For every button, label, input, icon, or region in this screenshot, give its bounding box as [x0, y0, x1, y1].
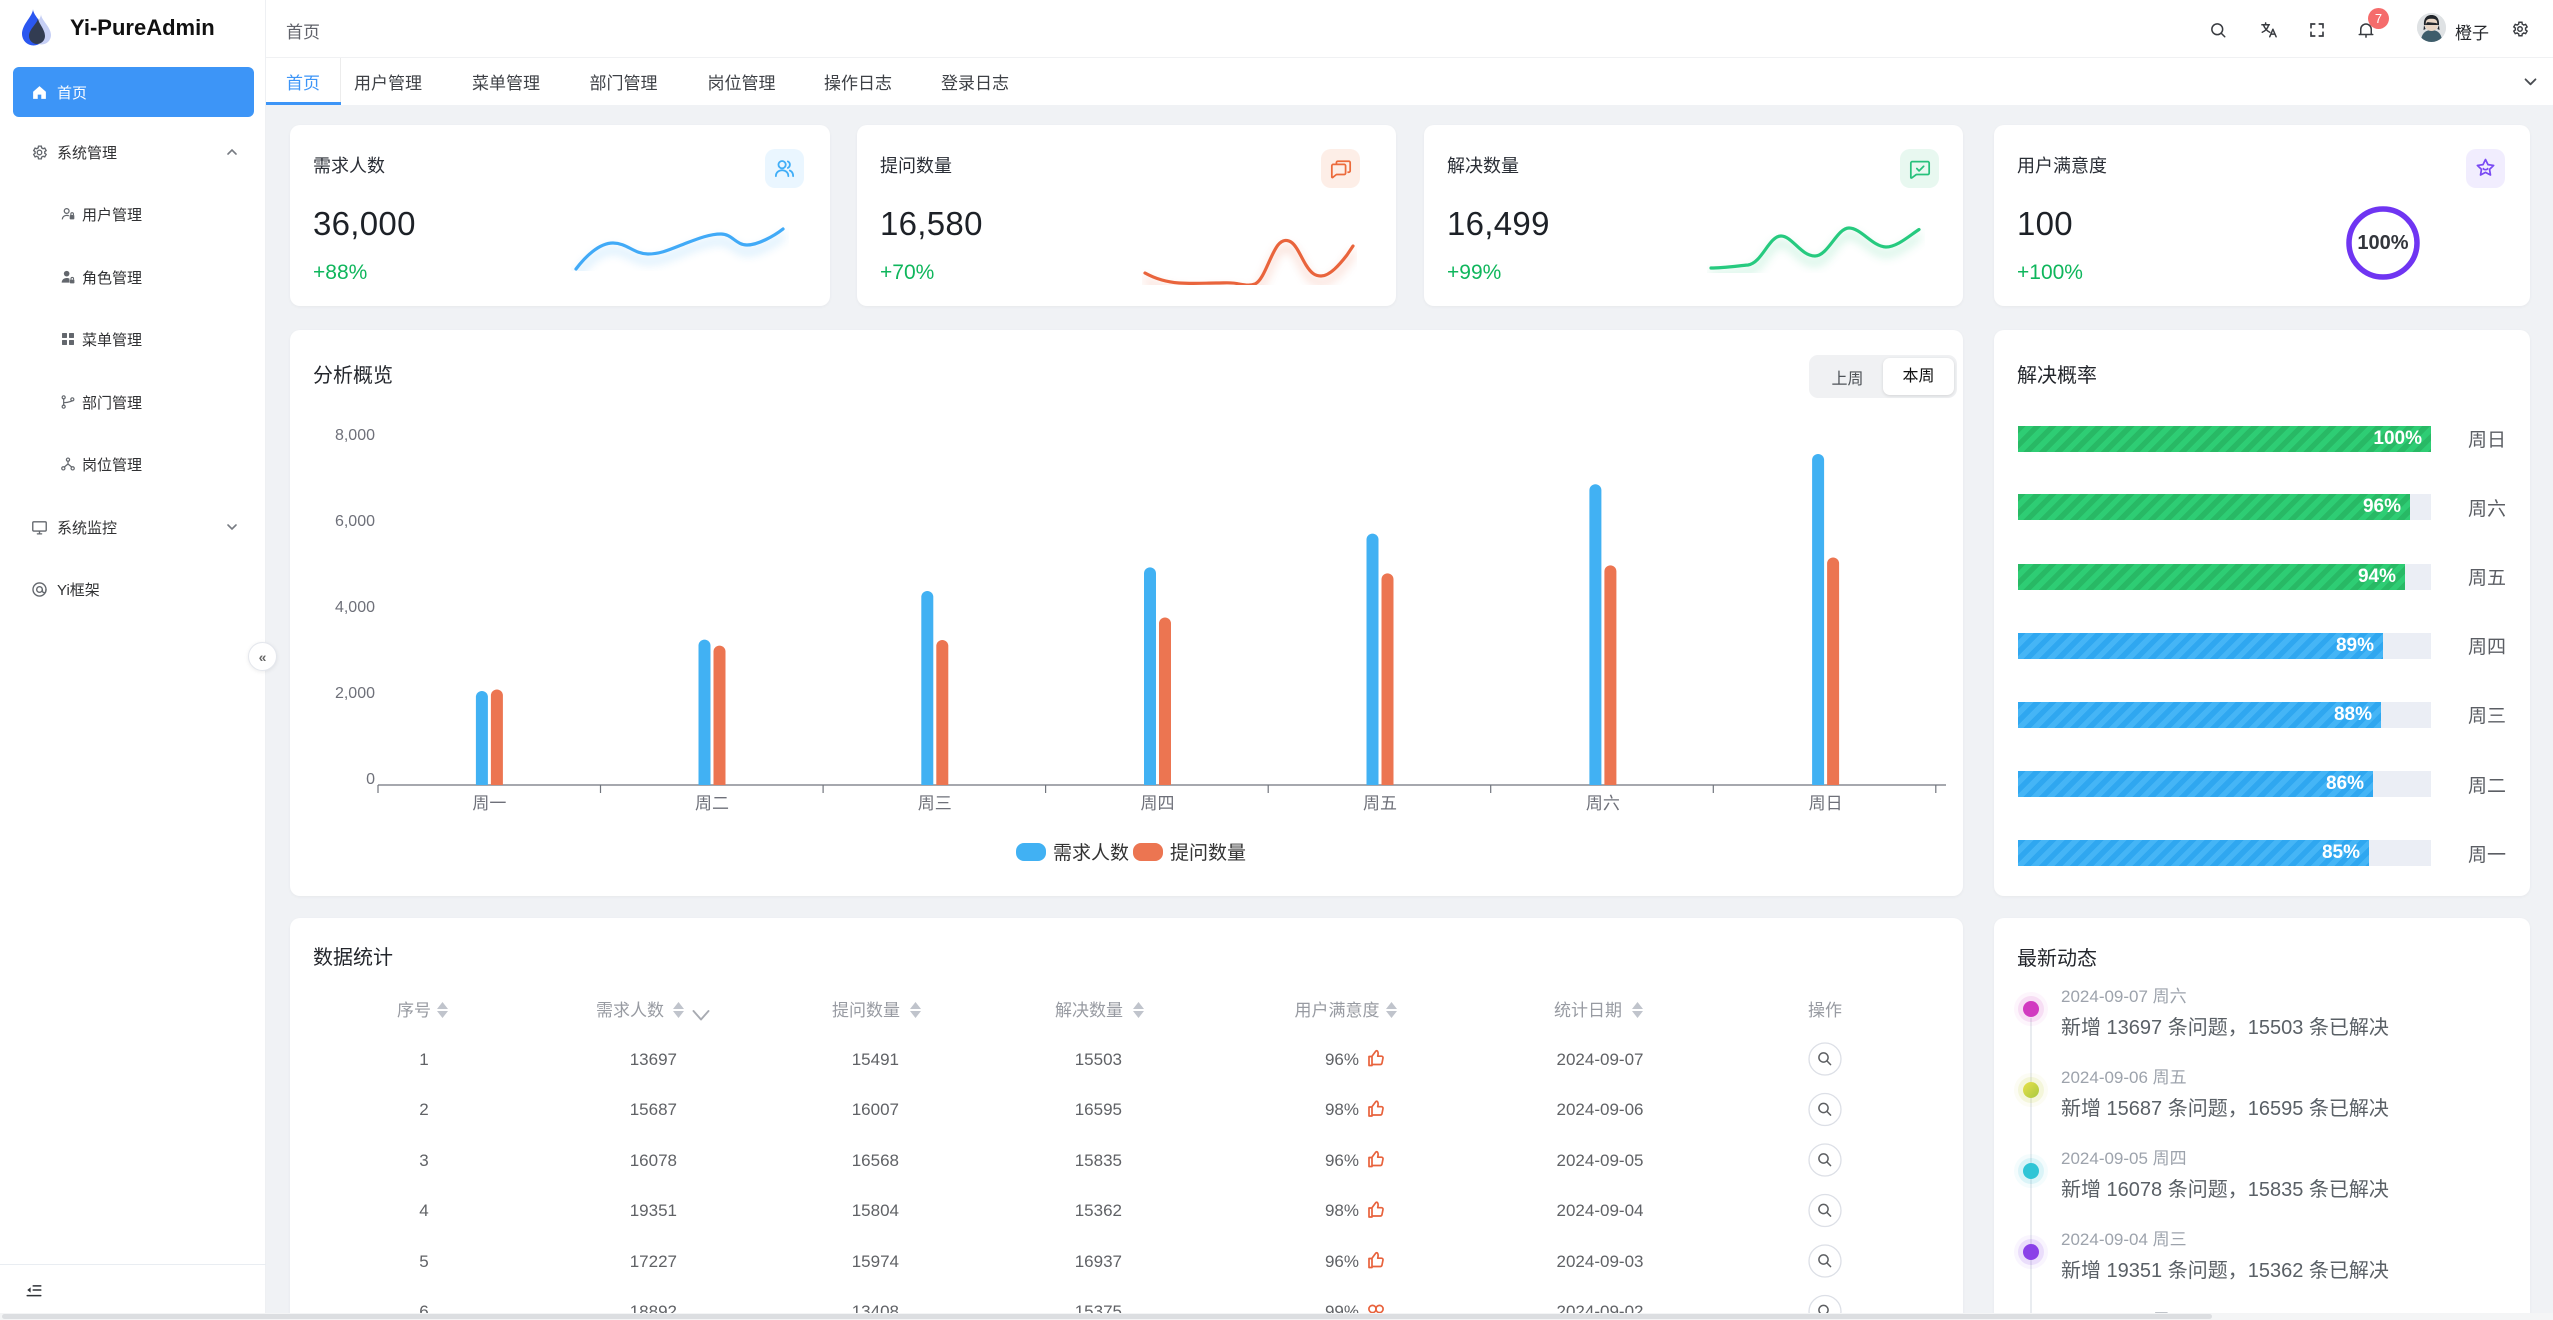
svg-text:统计日期: 统计日期	[1554, 1001, 1622, 1020]
svg-text:3: 3	[419, 1151, 428, 1170]
svg-text:序号: 序号	[397, 1001, 431, 1020]
svg-text:16568: 16568	[852, 1151, 899, 1170]
svg-text:2024-09-06: 2024-09-06	[1557, 1100, 1644, 1119]
svg-text:周六: 周六	[1586, 794, 1620, 813]
svg-text:周一: 周一	[472, 794, 506, 813]
svg-text:2: 2	[419, 1100, 428, 1119]
svg-text:16078: 16078	[630, 1151, 677, 1170]
svg-text:0: 0	[366, 771, 375, 788]
svg-text:周日: 周日	[1809, 794, 1843, 813]
svg-text:15362: 15362	[1075, 1201, 1122, 1220]
svg-text:15804: 15804	[852, 1201, 899, 1220]
svg-text:96%: 96%	[1325, 1050, 1359, 1069]
svg-text:17227: 17227	[630, 1252, 677, 1271]
svg-text:2,000: 2,000	[335, 685, 375, 702]
svg-text:15491: 15491	[852, 1050, 899, 1069]
svg-text:6,000: 6,000	[335, 513, 375, 530]
svg-text:需求人数: 需求人数	[596, 1001, 664, 1020]
svg-text:提问数量: 提问数量	[1170, 842, 1246, 864]
svg-text:2024-09-07: 2024-09-07	[1557, 1050, 1644, 1069]
svg-text:6: 6	[419, 1302, 428, 1320]
svg-text:周二: 周二	[695, 794, 729, 813]
svg-text:16937: 16937	[1075, 1252, 1122, 1271]
svg-text:98%: 98%	[1325, 1201, 1359, 1220]
svg-text:15687: 15687	[630, 1100, 677, 1119]
svg-text:16595: 16595	[1075, 1100, 1122, 1119]
svg-text:操作: 操作	[1808, 1001, 1842, 1020]
svg-text:13697: 13697	[630, 1050, 677, 1069]
svg-text:需求人数: 需求人数	[1053, 842, 1129, 864]
svg-text:15503: 15503	[1075, 1050, 1122, 1069]
svg-text:2024-09-05: 2024-09-05	[1557, 1151, 1644, 1170]
svg-text:周四: 周四	[1141, 794, 1175, 813]
svg-text:1: 1	[419, 1050, 428, 1069]
svg-text:98%: 98%	[1325, 1100, 1359, 1119]
svg-text:4: 4	[419, 1201, 428, 1220]
svg-text:2024-09-03: 2024-09-03	[1557, 1252, 1644, 1271]
svg-text:用户满意度: 用户满意度	[1295, 1001, 1380, 1020]
svg-text:周五: 周五	[1363, 794, 1397, 813]
svg-text:16007: 16007	[852, 1100, 899, 1119]
svg-text:周三: 周三	[918, 794, 952, 813]
svg-text:96%: 96%	[1325, 1151, 1359, 1170]
svg-text:96%: 96%	[1325, 1252, 1359, 1271]
svg-text:15974: 15974	[852, 1252, 899, 1271]
svg-text:15835: 15835	[1075, 1151, 1122, 1170]
svg-text:5: 5	[419, 1252, 428, 1271]
svg-text:8,000: 8,000	[335, 427, 375, 444]
svg-text:解决数量: 解决数量	[1055, 1001, 1123, 1020]
svg-text:2024-09-04: 2024-09-04	[1557, 1201, 1644, 1220]
svg-text:提问数量: 提问数量	[832, 1001, 900, 1020]
svg-text:19351: 19351	[630, 1201, 677, 1220]
svg-text:4,000: 4,000	[335, 599, 375, 616]
